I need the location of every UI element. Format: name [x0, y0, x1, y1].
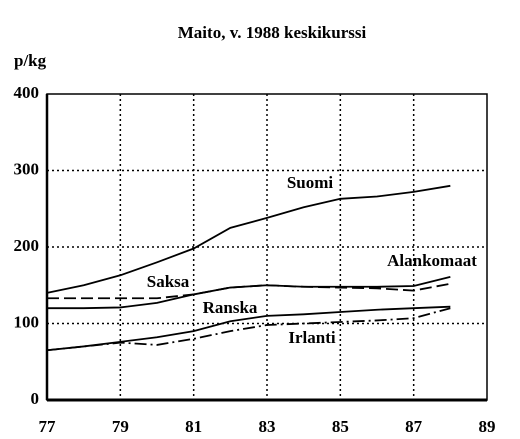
series-label: Irlanti [288, 328, 336, 347]
series-label: Saksa [147, 272, 190, 291]
x-tick-label: 89 [479, 417, 496, 436]
y-tick-label: 0 [31, 389, 40, 408]
x-tick-label: 79 [112, 417, 129, 436]
series-label: Ranska [203, 298, 258, 317]
x-tick-label: 83 [259, 417, 276, 436]
x-tick-label: 77 [39, 417, 57, 436]
y-tick-label: 200 [14, 236, 40, 255]
series-label: Suomi [287, 173, 334, 192]
y-tick-label: 400 [14, 83, 40, 102]
x-tick-label: 87 [405, 417, 423, 436]
chart-title: Maito, v. 1988 keskikurssi [178, 23, 367, 42]
series-line [46, 184, 451, 294]
series-line [46, 307, 451, 352]
series-line [47, 275, 451, 310]
x-tick-label: 81 [185, 417, 202, 436]
y-tick-label: 100 [14, 312, 40, 331]
y-tick-label: 300 [14, 159, 40, 178]
x-tick-label: 85 [332, 417, 349, 436]
y-axis-label: p/kg [14, 51, 47, 70]
series-label: Alankomaat [387, 251, 477, 270]
